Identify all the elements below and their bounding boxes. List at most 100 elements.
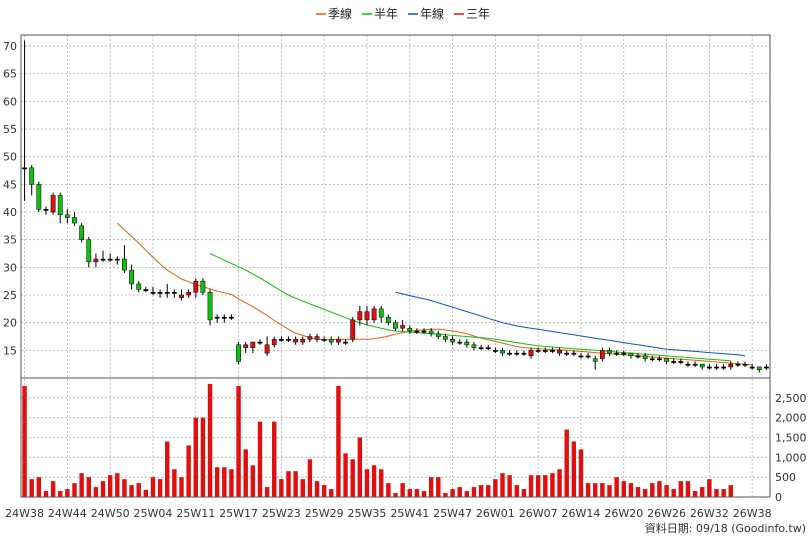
volume-bar xyxy=(535,475,541,497)
candlestick xyxy=(557,347,562,356)
price-tick-label: 55 xyxy=(3,123,17,136)
volume-axis: 0 500 1,000 1,500 2,000 2,500 xyxy=(775,392,807,504)
volume-bar xyxy=(721,489,726,497)
candlestick xyxy=(385,314,391,326)
volume-bar xyxy=(564,429,569,497)
moving-average-line xyxy=(395,291,746,357)
volume-bar xyxy=(86,477,91,497)
volume-bar xyxy=(514,485,519,497)
volume-bar xyxy=(321,485,327,497)
price-tick-label: 35 xyxy=(3,234,17,247)
volume-bar xyxy=(50,481,56,497)
candle-body xyxy=(699,363,705,368)
candlestick xyxy=(571,350,577,356)
candle-body xyxy=(749,366,755,369)
candlestick xyxy=(578,353,584,359)
price-panel-frame xyxy=(20,34,771,498)
volume-bar xyxy=(314,481,320,497)
legend-label: 年線 xyxy=(420,6,444,21)
volume-bar xyxy=(528,475,534,497)
candlestick xyxy=(421,328,427,334)
volume-bar xyxy=(43,491,49,497)
candlestick xyxy=(528,347,534,359)
candlestick xyxy=(236,342,241,365)
candlestick xyxy=(200,278,206,296)
time-tick-label: 26W20 xyxy=(604,507,643,520)
candlestick xyxy=(221,314,227,323)
candle-body xyxy=(79,225,85,240)
candlestick xyxy=(193,278,199,298)
time-tick-label: 26W38 xyxy=(733,507,772,520)
candle-body xyxy=(450,339,455,343)
candle-body xyxy=(336,339,341,343)
time-tick-label: 25W23 xyxy=(262,507,301,520)
volume-bar xyxy=(179,477,184,497)
candle-body xyxy=(293,339,299,343)
candlestick xyxy=(257,339,263,345)
candle-body xyxy=(528,350,534,357)
volume-bars xyxy=(22,383,733,497)
volume-bar xyxy=(286,471,291,497)
volume-bar xyxy=(414,489,420,497)
candlestick xyxy=(614,350,620,356)
volume-bar xyxy=(107,475,113,497)
volume-bar xyxy=(607,485,612,497)
time-tick-label: 24W44 xyxy=(48,507,87,520)
candle-body xyxy=(186,292,192,296)
candlestick xyxy=(186,289,192,298)
moving-average-line xyxy=(209,253,731,362)
time-tick-label: 25W17 xyxy=(219,507,258,520)
candlestick xyxy=(457,339,463,345)
candlestick xyxy=(314,333,320,343)
candle-body xyxy=(93,258,99,263)
candlestick xyxy=(164,283,170,298)
candlestick xyxy=(378,306,384,323)
candlestick xyxy=(271,336,277,348)
candlestick xyxy=(293,336,299,345)
candlestick xyxy=(542,347,548,354)
volume-bar xyxy=(471,487,477,497)
candle-body xyxy=(457,341,463,344)
candle-body xyxy=(714,366,719,369)
candle-body xyxy=(179,294,184,299)
candle-body xyxy=(321,339,327,341)
candle-body xyxy=(464,341,470,346)
candle-body xyxy=(642,355,648,359)
candle-body xyxy=(250,341,256,348)
candle-body xyxy=(471,344,477,348)
price-tick-label: 30 xyxy=(3,261,17,274)
volume-bar xyxy=(279,479,284,497)
volume-bar xyxy=(571,441,577,497)
candle-body xyxy=(236,344,241,362)
candle-body xyxy=(764,366,769,369)
chart-legend: 季線 半年 年線 三年 xyxy=(316,6,490,21)
candle-body xyxy=(550,350,555,352)
candlestick xyxy=(478,344,484,351)
candlestick xyxy=(143,286,149,293)
candlestick xyxy=(36,181,42,213)
candlestick xyxy=(443,333,448,343)
time-tick-label: 25W04 xyxy=(134,507,173,520)
time-tick-label: 26W26 xyxy=(647,507,686,520)
candle-body xyxy=(207,292,213,321)
volume-bar xyxy=(293,471,298,497)
candlestick xyxy=(300,336,306,345)
candle-body xyxy=(257,341,263,344)
volume-bar xyxy=(172,469,177,497)
volume-bar xyxy=(207,383,213,497)
volume-bar xyxy=(300,479,305,497)
candlestick xyxy=(414,328,420,334)
candle-body xyxy=(86,239,92,263)
price-axis: 15 20 25 30 35 40 45 50 55 60 65 70 xyxy=(3,40,17,357)
volume-bar xyxy=(22,385,27,497)
volume-bar xyxy=(307,459,313,497)
candle-body xyxy=(557,350,562,354)
volume-bar xyxy=(343,453,348,497)
candlestick xyxy=(692,361,698,367)
volume-bar xyxy=(250,465,256,497)
candlestick xyxy=(328,336,334,345)
volume-bar xyxy=(129,485,134,497)
candle-body xyxy=(664,358,669,362)
candlestick xyxy=(171,289,177,298)
price-tick-label: 25 xyxy=(3,289,17,302)
